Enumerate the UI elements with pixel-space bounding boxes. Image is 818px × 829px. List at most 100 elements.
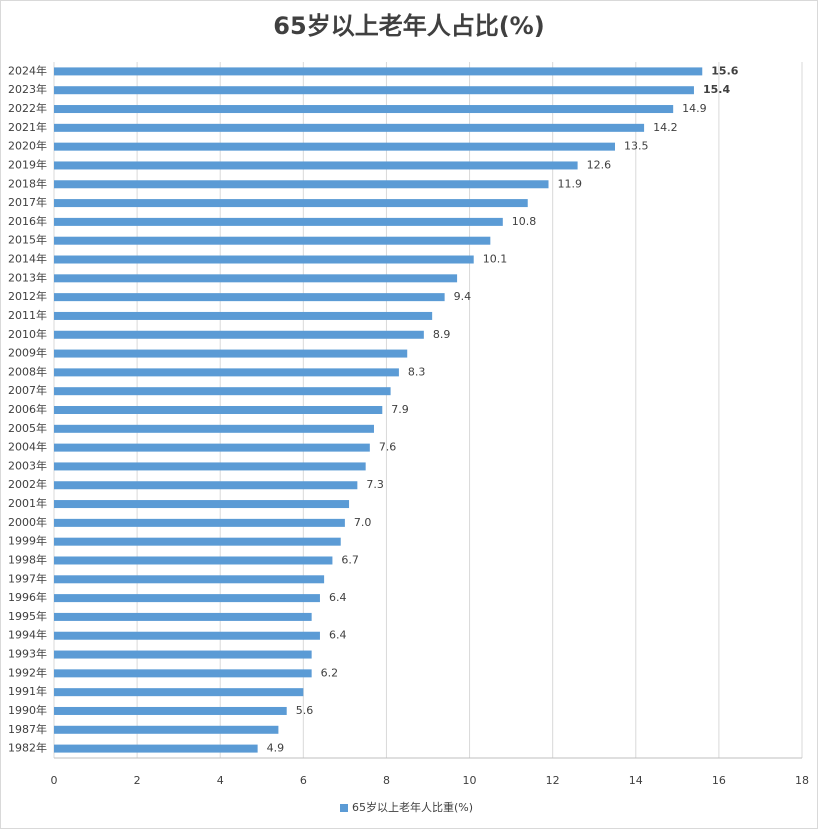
data-label: 6.4: [329, 591, 347, 604]
y-tick-label: 2011年: [8, 308, 47, 322]
y-tick-label: 1997年: [8, 571, 47, 585]
bar: [54, 575, 325, 584]
bar: [54, 706, 287, 715]
x-tick-label: 8: [383, 774, 390, 787]
bar: [54, 594, 320, 603]
y-tick-label: 2020年: [8, 139, 47, 153]
y-tick-label: 2007年: [8, 383, 47, 397]
data-label: 10.1: [483, 253, 508, 266]
data-label: 9.4: [454, 290, 472, 303]
y-tick-label: 1992年: [8, 665, 47, 679]
y-tick-label: 2019年: [8, 157, 47, 171]
bar: [54, 368, 399, 377]
data-label: 4.9: [267, 742, 285, 755]
y-tick-label: 2023年: [8, 82, 47, 96]
bar: [54, 105, 674, 114]
chart-title: 65岁以上老年人占比(%): [273, 12, 544, 40]
data-label: 12.6: [587, 158, 612, 171]
bar: [54, 725, 279, 734]
x-tick-label: 0: [51, 774, 58, 787]
bar: [54, 161, 578, 170]
bar: [54, 67, 703, 76]
bar: [54, 744, 258, 753]
y-tick-label: 2010年: [8, 327, 47, 341]
data-label: 7.9: [391, 403, 409, 416]
bar: [54, 255, 474, 264]
y-tick-label: 2009年: [8, 346, 47, 360]
y-tick-label: 2003年: [8, 458, 47, 472]
x-tick-label: 2: [134, 774, 141, 787]
y-tick-label: 1994年: [8, 628, 47, 642]
data-label: 8.9: [433, 328, 451, 341]
bar: [54, 311, 433, 320]
bar: [54, 349, 408, 358]
y-tick-label: 2006年: [8, 402, 47, 416]
data-label: 11.9: [558, 177, 583, 190]
x-tick-label: 18: [795, 774, 809, 787]
legend-swatch: [340, 804, 348, 812]
bar: [54, 86, 694, 95]
bar: [54, 274, 458, 283]
x-tick-label: 14: [629, 774, 643, 787]
data-label: 6.2: [321, 666, 339, 679]
data-label: 7.6: [379, 441, 397, 454]
bar: [54, 406, 383, 414]
data-label: 5.6: [296, 704, 314, 717]
bar: [54, 481, 358, 490]
bar: [54, 199, 528, 208]
y-tick-label: 2004年: [8, 440, 47, 454]
x-tick-label: 12: [546, 774, 560, 787]
y-tick-label: 1990年: [8, 703, 47, 717]
bar: [54, 612, 312, 621]
y-tick-label: 2008年: [8, 364, 47, 378]
y-tick-label: 2021年: [8, 120, 47, 134]
data-label: 8.3: [408, 365, 426, 378]
bar: [54, 650, 312, 659]
y-tick-label: 2016年: [8, 214, 47, 228]
y-tick-label: 1998年: [8, 552, 47, 566]
bar: [54, 518, 345, 527]
y-tick-label: 1995年: [8, 609, 47, 623]
y-tick-label: 2022年: [8, 101, 47, 115]
y-tick-label: 2000年: [8, 515, 47, 529]
data-label: 14.2: [653, 121, 678, 134]
y-tick-label: 2017年: [8, 195, 47, 209]
bar: [54, 236, 491, 245]
data-label: 14.9: [682, 102, 707, 115]
y-tick-label: 1993年: [8, 647, 47, 661]
bar: [54, 556, 333, 565]
bar: [54, 180, 549, 189]
y-tick-label: 2002年: [8, 477, 47, 491]
bar: [54, 500, 350, 509]
y-tick-label: 2013年: [8, 270, 47, 284]
y-tick-label: 2005年: [8, 421, 47, 435]
bar: [54, 537, 341, 546]
x-tick-label: 4: [217, 774, 224, 787]
bar: [54, 330, 424, 339]
x-tick-label: 10: [463, 774, 477, 787]
legend-label: 65岁以上老年人比重(%): [352, 800, 473, 814]
bar: [54, 387, 391, 396]
y-tick-label: 2012年: [8, 289, 47, 303]
y-tick-label: 1996年: [8, 590, 47, 604]
data-label: 15.6: [711, 64, 738, 77]
bar: [54, 217, 503, 226]
data-label: 13.5: [624, 140, 649, 153]
y-tick-label: 1982年: [8, 741, 47, 755]
bar: [54, 462, 366, 471]
x-tick-label: 6: [300, 774, 307, 787]
bar: [54, 669, 312, 678]
y-tick-label: 2018年: [8, 176, 47, 190]
bar: [54, 123, 645, 132]
bar: [54, 293, 445, 302]
bar: [54, 688, 304, 697]
y-tick-label: 1999年: [8, 534, 47, 548]
y-tick-label: 2015年: [8, 233, 47, 247]
data-label: 10.8: [512, 215, 537, 228]
y-tick-label: 2024年: [8, 63, 47, 77]
data-label: 6.7: [341, 553, 359, 566]
bar: [54, 142, 615, 151]
data-label: 7.3: [366, 478, 384, 491]
bar: [54, 424, 374, 433]
